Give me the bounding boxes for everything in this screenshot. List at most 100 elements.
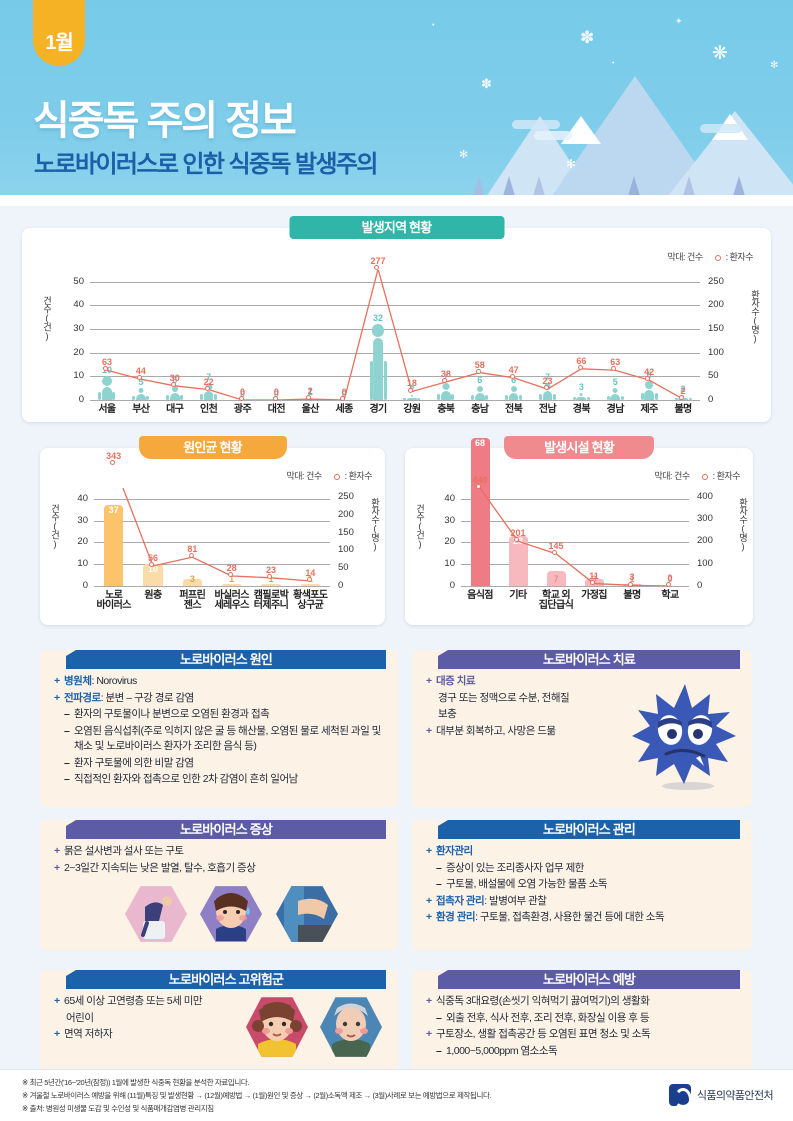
bar: [261, 583, 281, 586]
x-axis-tick: 대구: [154, 405, 196, 415]
snowflake-icon: ✻: [566, 157, 577, 171]
data-point-label: 2: [307, 386, 313, 397]
facility-chart-plot: 0102030400100200300400682373104402011451…: [444, 437, 713, 611]
card-line: + 대부분 회복하고, 사망은 드묾: [426, 724, 641, 740]
bar-value-label: 1: [629, 574, 635, 584]
x-axis-tick-line: 학교: [661, 590, 679, 601]
bar-person: [606, 388, 624, 400]
footer-note-2: ※ 겨울철 노로바이러스 예방을 위해 (11월)특징 및 발생현황 → (12…: [22, 1091, 492, 1100]
bar-value-label: 6: [477, 374, 483, 385]
bar-person: [471, 385, 489, 400]
x-axis-tick: 원충: [129, 591, 176, 601]
gridline: [94, 586, 330, 587]
card-symptom-title: 노로바이러스 증상: [66, 820, 386, 839]
data-point: [590, 579, 596, 585]
bar: [300, 583, 321, 586]
x-axis-tick-line: 젠스: [183, 600, 202, 611]
bar-person: [572, 392, 590, 400]
bar: [103, 505, 124, 586]
x-axis-tick-line: 세레우스: [214, 600, 249, 611]
x-axis-tick: 세종: [323, 405, 365, 415]
data-point-label: 11: [589, 570, 599, 581]
y2-axis-tick: 250: [708, 275, 724, 287]
card-line-text: 면역 저하자: [64, 1028, 113, 1040]
legend-point-icon: [333, 473, 340, 480]
x-axis-tick: 기타: [495, 591, 541, 601]
x-axis-tick-line: 충북: [437, 404, 455, 415]
x-axis-tick-line: 전북: [504, 404, 523, 415]
snowflake-icon: ✻: [770, 60, 779, 71]
cloud-icon: [534, 131, 572, 140]
vomiting-illustration: [125, 886, 187, 942]
x-axis-tick: 캠필로박 터제주니: [247, 591, 294, 611]
data-point-label: 23: [542, 376, 553, 387]
data-point: [267, 574, 273, 579]
y2-axis-tick: 250: [338, 490, 354, 502]
card-cause: 노로바이러스 원인 + 병원체: Norovirus + 전파경로: 분변 – 구강 …: [40, 650, 398, 807]
region-chart-plot: 0102030405005010015020025010567001032276…: [73, 256, 723, 414]
y2-axis-tick: 150: [708, 323, 724, 335]
bar: [221, 583, 242, 586]
patient-line-series: [479, 488, 671, 586]
facility-right-axis-title: 환자수(명): [738, 498, 748, 551]
data-point: [238, 396, 244, 402]
fever-illustration: [200, 886, 262, 942]
card-line: 경구 또는 정맥으로 수분, 전해질: [426, 691, 641, 707]
card-highrisk-body: +65세 이상 고연령층 또는 5세 미만 어린이 + 면역 저하자: [54, 994, 254, 1044]
data-point-label: 0: [273, 387, 279, 397]
pathogen-left-axis-title: 건수(건): [50, 504, 60, 549]
snowflake-icon: ✦: [675, 16, 683, 26]
bar-value-label: 0: [667, 574, 673, 584]
bar-value-label: 7: [553, 574, 559, 584]
y-axis-tick: 0: [78, 394, 84, 405]
bullet-marker: +: [426, 1028, 432, 1040]
card-line: + 구토장소, 생활 접촉공간 등 오염된 표면 청소 및 소독: [426, 1027, 742, 1043]
data-point: [577, 365, 583, 370]
card-line-key: 병원체: [64, 675, 92, 687]
card-line-text: : 구토물, 접촉환경, 사용한 물건 등에 대한 소독: [475, 911, 665, 923]
abdominal-pain-illustration: [276, 886, 338, 942]
bullet-marker: –: [436, 861, 442, 874]
pathogen-chart-legend: 막대: 건수 : 환자수: [287, 469, 373, 482]
x-axis-tick: 경남: [594, 405, 636, 415]
card-line-text: 환자의 구토물이나 분변으로 오염된 환경과 접촉: [74, 708, 270, 720]
gridline: [461, 564, 689, 566]
card-prevention-title: 노로바이러스 예방: [438, 970, 740, 989]
card-line: –1,000~5,000ppm 염소소독: [426, 1044, 742, 1060]
facility-left-axis-title: 건수(건): [415, 504, 425, 549]
region-left-axis-title: 건수(건): [42, 296, 52, 341]
y-axis-tick: 10: [73, 370, 84, 382]
patient-line-series: [122, 488, 311, 582]
y-axis-tick: 20: [444, 536, 455, 548]
y2-axis-tick: 0: [338, 580, 344, 591]
card-line-key: 환자관리: [436, 845, 473, 857]
y-axis-tick: 30: [77, 514, 88, 526]
x-axis-tick-line: 학교 외: [542, 590, 571, 601]
data-point-label: 47: [508, 364, 519, 375]
y2-axis-tick: 50: [338, 562, 349, 574]
bullet-marker: +: [426, 675, 432, 687]
card-symptom: 노로바이러스 증상 + 묽은 설사변과 설사 또는 구토 +2~3일간 지속되는 낮…: [40, 820, 398, 950]
legend-point-label: : 환자수: [344, 471, 373, 481]
bar-value-label: 1: [229, 574, 235, 584]
data-point: [306, 395, 312, 401]
card-line-text: 65세 이상 고연령층 또는 5세 미만: [64, 995, 203, 1007]
legend-bar-label: 막대: 건수: [654, 471, 691, 481]
data-point: [475, 368, 481, 374]
x-axis-tick-line: 가정집: [581, 590, 607, 601]
bar-value-label: 37: [108, 505, 119, 516]
card-cause-body: + 병원체: Norovirus + 전파경로: 분변 – 구강 경로 감염 – 환자의 …: [54, 674, 388, 789]
x-axis-tick: 불명: [609, 591, 655, 601]
legend-point-icon: [701, 473, 708, 480]
data-point: [552, 549, 558, 555]
gridline: [461, 586, 689, 587]
card-line: + 환경 관리: 구토물, 접촉환경, 사용한 물건 등에 대한 소독: [426, 910, 742, 926]
gridline: [94, 498, 330, 500]
y-axis-tick: 40: [444, 492, 455, 504]
x-axis-tick: 노로 바이러스: [90, 591, 137, 611]
x-axis-tick: 충북: [425, 405, 467, 415]
data-point: [103, 366, 109, 372]
data-point: [374, 265, 380, 271]
bar-value-label: 7: [544, 372, 550, 383]
card-line: – 환자 구토물에 의한 비말 감염: [54, 756, 388, 772]
